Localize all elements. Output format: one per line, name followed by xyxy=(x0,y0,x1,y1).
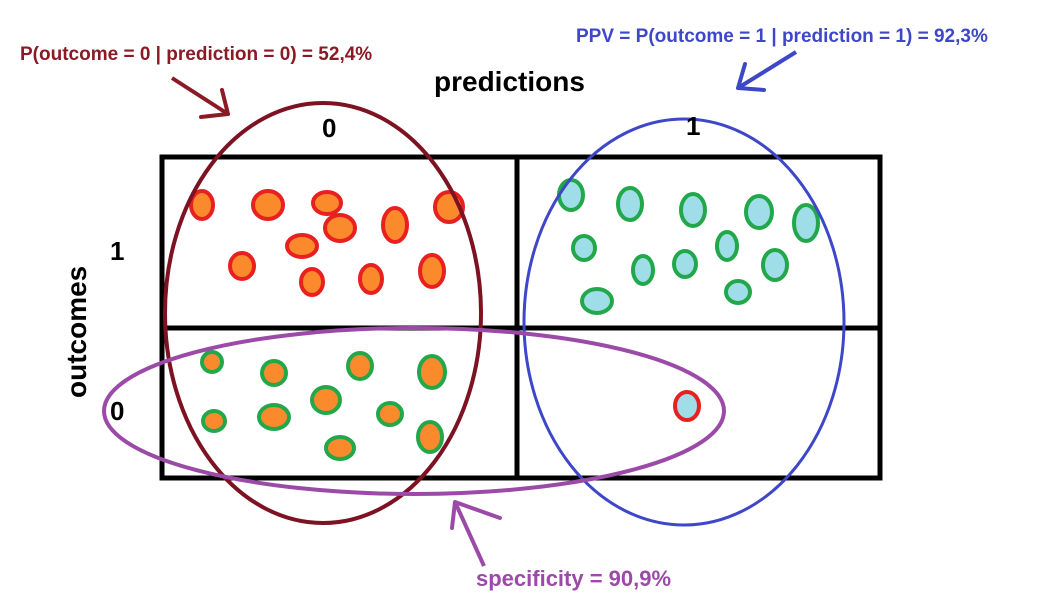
outcomes-title: outcomes xyxy=(61,266,92,398)
npv-annotation: P(outcome = 0 | prediction = 0) = 52,4% xyxy=(20,44,372,65)
dot-outcome1-pred1 xyxy=(761,248,789,282)
dot-outcome1-pred0 xyxy=(189,189,215,221)
dot-outcome1-pred0 xyxy=(299,267,325,297)
predictions-title: predictions xyxy=(434,66,585,97)
specificity-arrow xyxy=(450,500,502,567)
dot-outcome1-pred1 xyxy=(715,230,739,262)
dot-outcome1-pred1 xyxy=(724,279,752,305)
dot-outcome0-pred0 xyxy=(346,351,374,381)
dot-outcome0-pred0 xyxy=(310,385,342,415)
prediction-1-label: 1 xyxy=(686,111,700,141)
dot-outcome1-pred1 xyxy=(744,194,774,230)
dot-outcome1-pred1 xyxy=(580,287,614,315)
npv-arrow xyxy=(170,76,230,119)
prediction-0-label: 0 xyxy=(322,113,336,143)
dot-outcome0-pred0 xyxy=(417,354,447,390)
dot-outcome0-pred0 xyxy=(324,435,356,461)
dot-outcome1-pred1 xyxy=(672,249,698,279)
dot-outcome1-pred0 xyxy=(381,206,409,244)
dot-outcome0-pred0 xyxy=(201,409,227,433)
dot-outcome0-pred1 xyxy=(673,390,701,422)
dot-outcome1-pred0 xyxy=(358,263,384,295)
dot-outcome1-pred1 xyxy=(557,178,585,212)
dot-outcome1-pred0 xyxy=(311,190,343,216)
dot-outcome1-pred1 xyxy=(679,192,707,228)
npv-ellipse xyxy=(163,101,483,525)
specificity-ellipse xyxy=(102,326,726,496)
dot-outcome1-pred1 xyxy=(631,254,655,286)
specificity-annotation: specificity = 90,9% xyxy=(476,566,671,591)
dot-outcome1-pred0 xyxy=(418,253,446,289)
ppv-ellipse xyxy=(522,117,846,527)
ppv-arrow xyxy=(736,50,798,92)
dot-outcome1-pred0 xyxy=(285,233,319,259)
outcome-1-label: 1 xyxy=(110,236,124,266)
dot-outcome1-pred1 xyxy=(571,234,597,262)
dot-outcome1-pred1 xyxy=(792,203,820,243)
dot-outcome1-pred1 xyxy=(616,186,644,222)
dot-outcome0-pred0 xyxy=(257,403,291,431)
dot-outcome0-pred0 xyxy=(376,401,404,427)
dot-outcome1-pred0 xyxy=(251,189,285,221)
dot-outcome0-pred0 xyxy=(416,420,444,454)
dot-outcome1-pred0 xyxy=(228,251,256,281)
grid-outline xyxy=(159,154,883,481)
confusion-grid xyxy=(159,154,883,481)
dot-outcome0-pred0 xyxy=(260,359,288,387)
dot-outcome0-pred0 xyxy=(200,350,224,374)
ppv-annotation: PPV = P(outcome = 1 | prediction = 1) = … xyxy=(576,26,988,47)
dot-outcome1-pred0 xyxy=(323,213,357,243)
outcome-0-label: 0 xyxy=(110,396,124,426)
